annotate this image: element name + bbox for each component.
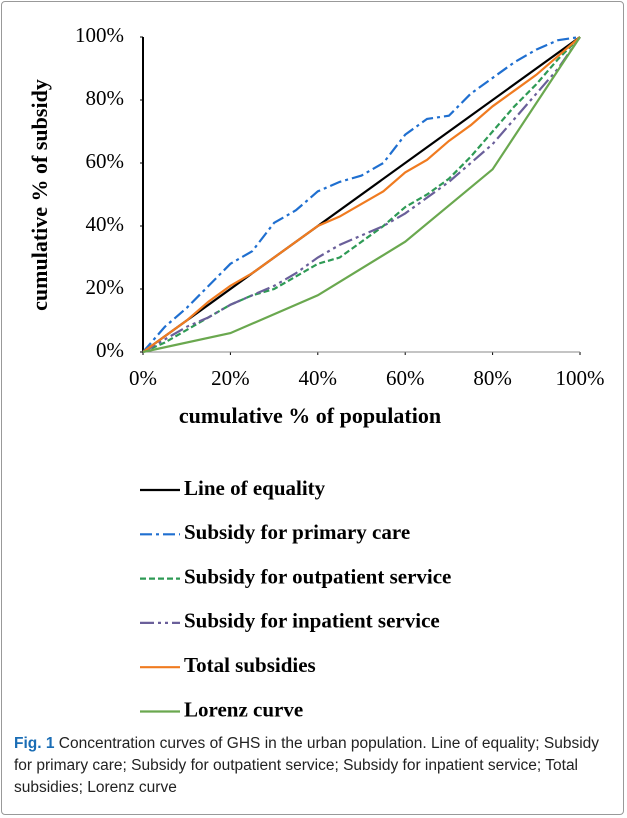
- chart: cumulative % of population cumulative % …: [27, 23, 605, 722]
- x-tick-label: 40%: [299, 366, 338, 390]
- legend-label: Total subsidies: [184, 653, 316, 677]
- x-tick-label: 80%: [473, 366, 512, 390]
- series-line: [142, 36, 581, 354]
- legend-label: Line of equality: [184, 476, 326, 500]
- x-tick-label: 0%: [129, 366, 157, 390]
- x-axis-label: cumulative % of population: [179, 403, 441, 428]
- y-tick-label: 60%: [86, 149, 125, 173]
- legend-label: Lorenz curve: [184, 697, 303, 721]
- caption: Fig. 1 Concentration curves of GHS in th…: [14, 733, 614, 799]
- x-tick-label: 20%: [211, 366, 250, 390]
- series-line: [142, 36, 581, 353]
- series-line: [142, 35, 581, 353]
- y-tick-label: 80%: [86, 86, 125, 110]
- caption-label: Fig. 1: [14, 735, 55, 752]
- series-line: [142, 36, 581, 353]
- legend-label: Subsidy for outpatient service: [184, 564, 451, 588]
- y-tick-label: 100%: [75, 23, 124, 47]
- y-tick-label: 0%: [96, 338, 124, 362]
- x-tick-label: 60%: [386, 366, 425, 390]
- series-line: [142, 36, 581, 353]
- y-axis-label: cumulative % of subsidy: [27, 79, 52, 311]
- y-tick-label: 40%: [86, 212, 125, 236]
- caption-text: Concentration curves of GHS in the urban…: [14, 735, 600, 796]
- legend-label: Subsidy for primary care: [184, 520, 410, 544]
- x-tick-label: 100%: [556, 366, 605, 390]
- legend-label: Subsidy for inpatient service: [184, 609, 440, 633]
- y-tick-label: 20%: [86, 275, 125, 299]
